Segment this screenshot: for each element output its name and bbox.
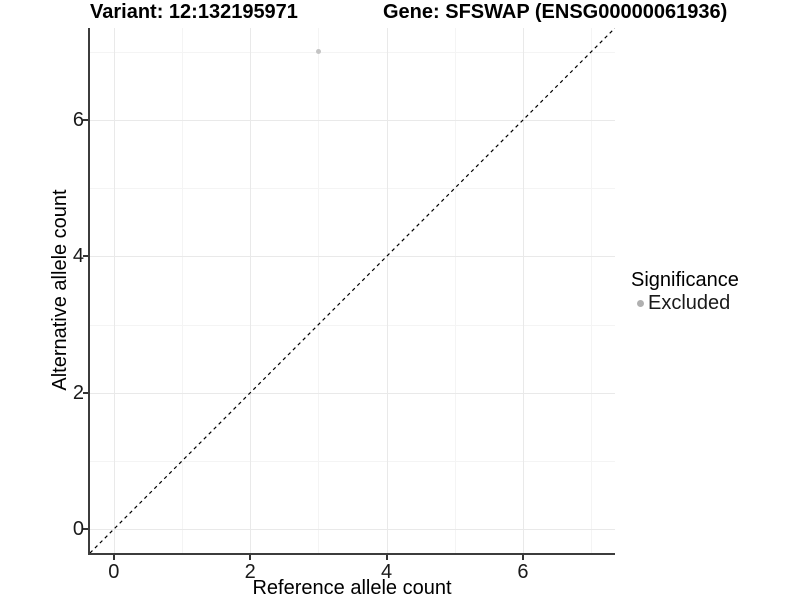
x-tick-mark bbox=[249, 555, 252, 560]
gridline bbox=[318, 28, 320, 553]
y-tick-mark bbox=[83, 255, 88, 258]
legend-point-icon bbox=[637, 299, 644, 307]
gridline bbox=[454, 28, 456, 553]
x-tick-label: 2 bbox=[244, 561, 256, 583]
y-tick-mark bbox=[83, 119, 88, 122]
x-tick-mark bbox=[385, 555, 388, 560]
gridline bbox=[113, 28, 115, 553]
y-axis-title: Alternative allele count bbox=[49, 189, 71, 391]
y-tick-mark bbox=[83, 528, 88, 531]
gridline bbox=[182, 28, 184, 553]
gridline bbox=[90, 392, 615, 394]
gridline bbox=[386, 28, 388, 553]
legend-items: Excluded bbox=[631, 292, 739, 314]
gridline bbox=[90, 188, 615, 190]
gridline bbox=[90, 256, 615, 258]
x-tick-label: 6 bbox=[517, 561, 529, 583]
y-tick-label: 4 bbox=[72, 245, 84, 268]
identity-line bbox=[90, 28, 615, 553]
legend-item-label: Excluded bbox=[648, 292, 731, 314]
legend-item: Excluded bbox=[631, 292, 739, 314]
gridline bbox=[90, 529, 615, 531]
y-tick-label: 6 bbox=[72, 109, 84, 132]
x-axis-title: Reference allele count bbox=[252, 577, 452, 599]
y-tick-mark bbox=[83, 391, 88, 394]
gridline bbox=[591, 28, 593, 553]
y-tick-label: 0 bbox=[72, 518, 84, 541]
legend: Significance Excluded bbox=[631, 268, 739, 314]
x-tick-mark bbox=[112, 555, 115, 560]
variant-title: Variant: 12:132195971 bbox=[90, 1, 298, 23]
plot-panel bbox=[88, 28, 615, 555]
x-tick-label: 0 bbox=[108, 561, 120, 583]
gene-title: Gene: SFSWAP (ENSG00000061936) bbox=[383, 1, 728, 23]
gridline bbox=[522, 28, 524, 553]
gridline bbox=[90, 120, 615, 122]
legend-title: Significance bbox=[631, 269, 739, 291]
gridline bbox=[90, 460, 615, 462]
x-tick-mark bbox=[521, 555, 524, 560]
y-tick-label: 2 bbox=[72, 381, 84, 404]
data-point bbox=[315, 49, 321, 55]
x-tick-label: 4 bbox=[381, 561, 393, 583]
gridline bbox=[90, 51, 615, 53]
gridline bbox=[250, 28, 252, 553]
gridline bbox=[90, 324, 615, 326]
